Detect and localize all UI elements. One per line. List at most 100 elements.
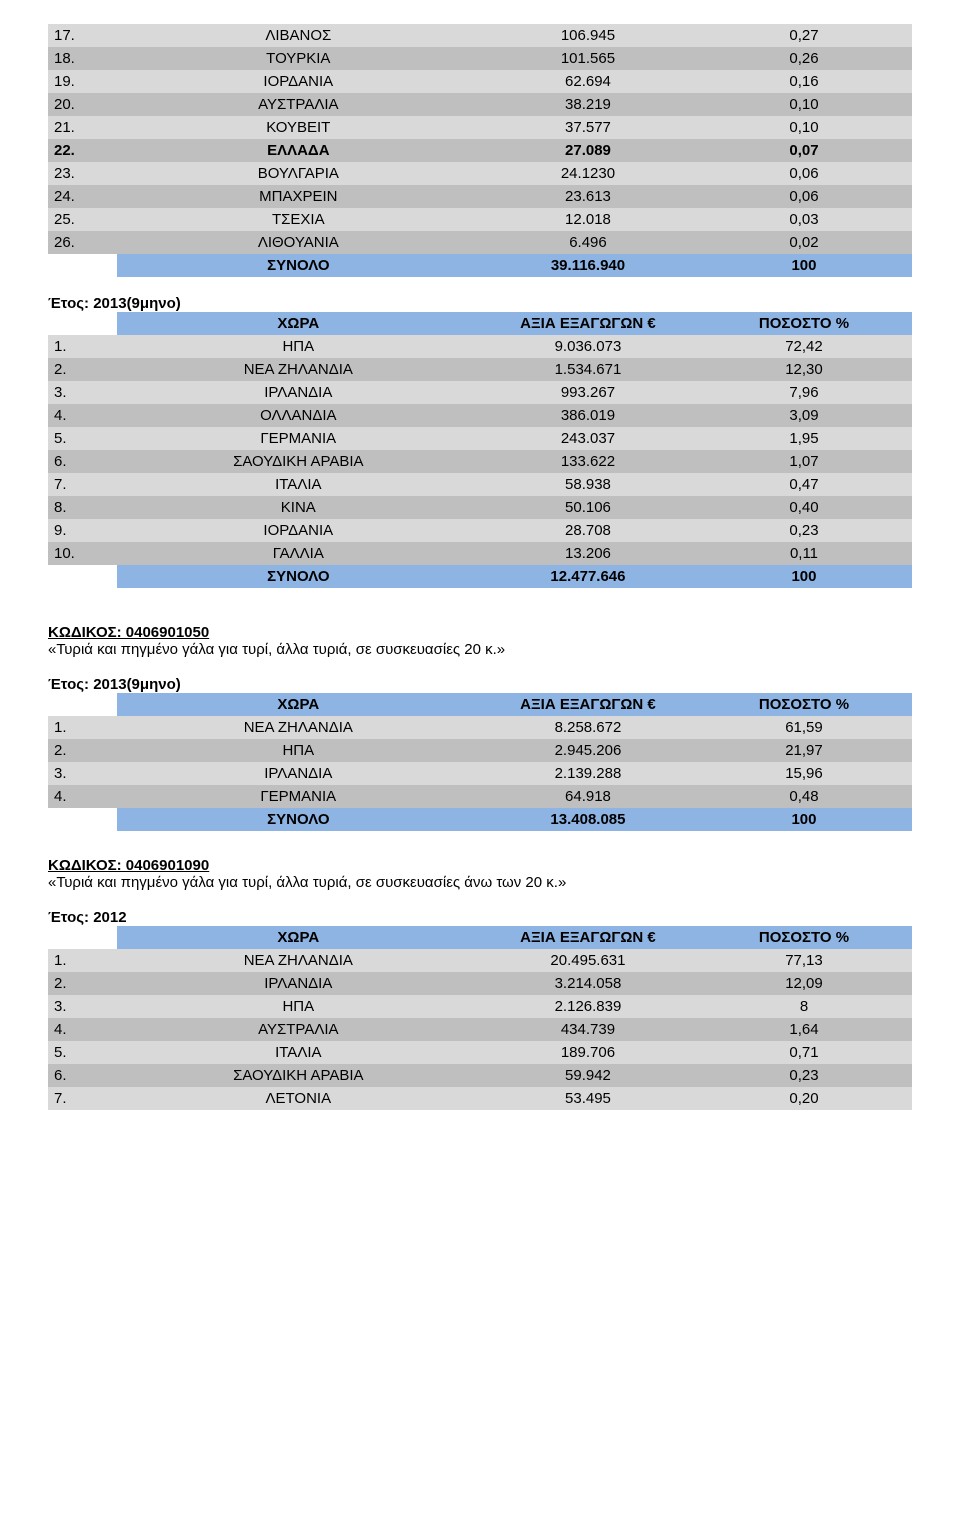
row-value: 20.495.631 <box>480 949 696 972</box>
row-number: 4. <box>48 1018 117 1041</box>
row-country: ΙΡΛΑΝΔΙΑ <box>117 381 480 404</box>
row-value: 37.577 <box>480 116 696 139</box>
row-pct: 72,42 <box>696 335 912 358</box>
row-country: ΗΠΑ <box>117 739 480 762</box>
row-pct: 0,47 <box>696 473 912 496</box>
row-pct: 61,59 <box>696 716 912 739</box>
row-country: ΙΟΡΔΑΝΙΑ <box>117 70 480 93</box>
row-value: 9.036.073 <box>480 335 696 358</box>
row-pct: 0,26 <box>696 47 912 70</box>
table-row: 4.ΟΛΛΑΝΔΙΑ386.0193,09 <box>48 404 912 427</box>
table-row: 22.ΕΛΛΑΔΑ27.0890,07 <box>48 139 912 162</box>
row-number: 1. <box>48 716 117 739</box>
row-country: ΛΕΤΟΝΙΑ <box>117 1087 480 1110</box>
table-row: 6.ΣΑΟΥΔΙΚΗ ΑΡΑΒΙΑ59.9420,23 <box>48 1064 912 1087</box>
row-country: ΝΕΑ ΖΗΛΑΝΔΙΑ <box>117 949 480 972</box>
row-pct: 0,23 <box>696 1064 912 1087</box>
row-value: 1.534.671 <box>480 358 696 381</box>
row-pct: 0,07 <box>696 139 912 162</box>
row-value: 106.945 <box>480 24 696 47</box>
row-number: 18. <box>48 47 117 70</box>
table-row: 23.ΒΟΥΛΓΑΡΙΑ24.12300,06 <box>48 162 912 185</box>
row-value: 59.942 <box>480 1064 696 1087</box>
table-row: 10.ΓΑΛΛΙΑ13.2060,11 <box>48 542 912 565</box>
table-row: 7.ΙΤΑΛΙΑ58.9380,47 <box>48 473 912 496</box>
row-country: ΓΕΡΜΑΝΙΑ <box>117 427 480 450</box>
row-pct: 1,64 <box>696 1018 912 1041</box>
hdr-pct: ΠΟΣΟΣΤΟ % <box>696 312 912 335</box>
table-row: 8.ΚΙΝΑ50.1060,40 <box>48 496 912 519</box>
row-country: ΗΠΑ <box>117 995 480 1018</box>
row-pct: 0,71 <box>696 1041 912 1064</box>
row-country: ΒΟΥΛΓΑΡΙΑ <box>117 162 480 185</box>
table-row: 17.ΛΙΒΑΝΟΣ106.9450,27 <box>48 24 912 47</box>
row-country: ΜΠΑΧΡΕΙΝ <box>117 185 480 208</box>
row-pct: 0,06 <box>696 162 912 185</box>
hdr-value: ΑΞΙΑ ΕΞΑΓΩΓΩΝ € <box>480 926 696 949</box>
row-value: 386.019 <box>480 404 696 427</box>
table-row: 5.ΙΤΑΛΙΑ189.7060,71 <box>48 1041 912 1064</box>
row-country: ΕΛΛΑΔΑ <box>117 139 480 162</box>
table-header: ΧΩΡΑ ΑΞΙΑ ΕΞΑΓΩΓΩΝ € ΠΟΣΟΣΤΟ % <box>48 312 912 335</box>
row-number: 21. <box>48 116 117 139</box>
row-country: ΤΣΕΧΙΑ <box>117 208 480 231</box>
row-country: ΙΟΡΔΑΝΙΑ <box>117 519 480 542</box>
row-number: 20. <box>48 93 117 116</box>
year-heading-3: Έτος: 2012 <box>48 909 912 926</box>
row-country: ΙΡΛΑΝΔΙΑ <box>117 972 480 995</box>
row-pct: 8 <box>696 995 912 1018</box>
row-value: 12.018 <box>480 208 696 231</box>
row-number: 4. <box>48 404 117 427</box>
row-number: 10. <box>48 542 117 565</box>
row-number: 8. <box>48 496 117 519</box>
row-pct: 1,07 <box>696 450 912 473</box>
table-row: 4.ΑΥΣΤΡΑΛΙΑ434.7391,64 <box>48 1018 912 1041</box>
row-pct: 0,02 <box>696 231 912 254</box>
total-pct: 100 <box>696 254 912 277</box>
row-number: 17. <box>48 24 117 47</box>
table-row: 7.ΛΕΤΟΝΙΑ53.4950,20 <box>48 1087 912 1110</box>
row-number: 1. <box>48 335 117 358</box>
row-value: 133.622 <box>480 450 696 473</box>
row-value: 58.938 <box>480 473 696 496</box>
row-pct: 77,13 <box>696 949 912 972</box>
year-heading-1: Έτος: 2013(9μηνο) <box>48 295 912 312</box>
table-row: 25.ΤΣΕΧΙΑ12.0180,03 <box>48 208 912 231</box>
table-row-total: ΣΥΝΟΛΟ 12.477.646 100 <box>48 565 912 588</box>
table-row: 1.ΝΕΑ ΖΗΛΑΝΔΙΑ20.495.63177,13 <box>48 949 912 972</box>
row-pct: 12,30 <box>696 358 912 381</box>
row-pct: 0,20 <box>696 1087 912 1110</box>
row-number: 23. <box>48 162 117 185</box>
row-number: 6. <box>48 450 117 473</box>
row-country: ΓΑΛΛΙΑ <box>117 542 480 565</box>
row-country: ΙΤΑΛΙΑ <box>117 473 480 496</box>
hdr-country: ΧΩΡΑ <box>117 926 480 949</box>
code-label: ΚΩΔΙΚΟΣ: 0406901090 <box>48 857 209 874</box>
row-country: ΑΥΣΤΡΑΛΙΑ <box>117 1018 480 1041</box>
code-desc-090: «Τυριά και πηγμένο γάλα για τυρί, άλλα τ… <box>48 874 912 891</box>
row-country: ΛΙΒΑΝΟΣ <box>117 24 480 47</box>
table-row-total: ΣΥΝΟΛΟ 13.408.085 100 <box>48 808 912 831</box>
row-value: 2.126.839 <box>480 995 696 1018</box>
row-pct: 3,09 <box>696 404 912 427</box>
row-number: 2. <box>48 739 117 762</box>
row-value: 8.258.672 <box>480 716 696 739</box>
row-number: 7. <box>48 473 117 496</box>
table-row: 3.ΙΡΛΑΝΔΙΑ993.2677,96 <box>48 381 912 404</box>
total-value: 12.477.646 <box>480 565 696 588</box>
row-pct: 0,48 <box>696 785 912 808</box>
total-pct: 100 <box>696 565 912 588</box>
table-4: ΧΩΡΑ ΑΞΙΑ ΕΞΑΓΩΓΩΝ € ΠΟΣΟΣΤΟ % 1.ΝΕΑ ΖΗΛ… <box>48 926 912 1110</box>
code-label: ΚΩΔΙΚΟΣ: 0406901050 <box>48 624 209 641</box>
table-row: 19.ΙΟΡΔΑΝΙΑ62.6940,16 <box>48 70 912 93</box>
code-desc-050: «Τυριά και πηγμένο γάλα για τυρί, άλλα τ… <box>48 641 912 658</box>
table-row: 21.ΚΟΥΒΕΙΤ37.5770,10 <box>48 116 912 139</box>
row-country: ΛΙΘΟΥΑΝΙΑ <box>117 231 480 254</box>
row-country: ΣΑΟΥΔΙΚΗ ΑΡΑΒΙΑ <box>117 1064 480 1087</box>
table-row: 1.ΗΠΑ9.036.07372,42 <box>48 335 912 358</box>
row-value: 27.089 <box>480 139 696 162</box>
row-number: 24. <box>48 185 117 208</box>
table-1: 17.ΛΙΒΑΝΟΣ106.9450,2718.ΤΟΥΡΚΙΑ101.5650,… <box>48 24 912 277</box>
row-value: 993.267 <box>480 381 696 404</box>
total-value: 39.116.940 <box>480 254 696 277</box>
